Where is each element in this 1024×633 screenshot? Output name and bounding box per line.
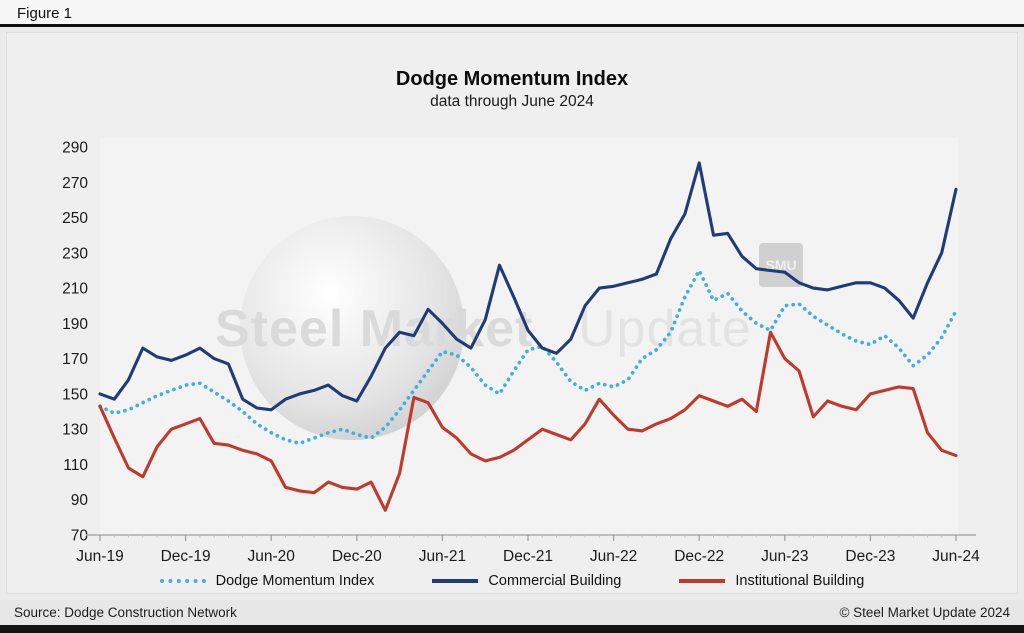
x-tick-label: Jun-22 — [590, 548, 637, 565]
x-tick-label: Dec-19 — [161, 548, 211, 565]
legend-label-institutional-building: Institutional Building — [735, 573, 865, 589]
x-tick-label: Jun-24 — [932, 548, 980, 565]
figure-header: Figure 1 — [0, 0, 1024, 27]
x-tick-label: Dec-21 — [503, 548, 553, 565]
chart-subtitle: data through June 2024 — [430, 93, 594, 110]
y-tick-label: 210 — [62, 281, 88, 298]
chart-legend: Dodge Momentum Index Commercial Building… — [0, 570, 1024, 592]
bottom-black-bar — [0, 625, 1024, 633]
x-tick-label: Jun-23 — [761, 548, 808, 565]
y-tick-label: 90 — [71, 492, 89, 509]
legend-item-commercial-building: Commercial Building — [432, 573, 621, 589]
legend-item-institutional-building: Institutional Building — [679, 573, 864, 589]
y-tick-label: 290 — [62, 140, 88, 157]
svg-text:SMU: SMU — [765, 257, 796, 273]
y-tick-label: 190 — [62, 316, 88, 333]
x-tick-label: Jun-19 — [76, 548, 123, 565]
chart-svg: Steel Market Update SMU 70 90 110 130 150 170… — [62, 138, 980, 565]
x-tick-label: Dec-22 — [674, 548, 724, 565]
legend-line-sample-institutional — [679, 579, 726, 583]
x-tick-label: Jun-21 — [419, 548, 466, 565]
legend-label-commercial-building: Commercial Building — [488, 573, 622, 589]
figure-footer: Source: Dodge Construction Network © Ste… — [0, 600, 1024, 625]
x-tick-label: Dec-20 — [332, 548, 382, 565]
y-tick-label: 70 — [71, 528, 89, 545]
y-tick-label: 250 — [62, 210, 88, 227]
watermark-text-bold: Steel Market — [215, 300, 533, 358]
x-tick-label: Dec-23 — [845, 548, 895, 565]
footer-source: Source: Dodge Construction Network — [14, 605, 237, 620]
chart-title-block: Dodge Momentum Index data through June 2… — [0, 68, 1024, 111]
legend-line-sample-dotted — [159, 579, 206, 583]
y-tick-label: 170 — [62, 351, 88, 368]
figure-label: Figure 1 — [17, 5, 73, 22]
watermark-text-light: Update — [578, 300, 752, 358]
x-tick-label: Jun-20 — [247, 548, 295, 565]
legend-item-dodge-momentum-index: Dodge Momentum Index — [159, 573, 375, 589]
y-tick-label: 130 — [62, 422, 88, 439]
footer-copyright: © Steel Market Update 2024 — [839, 605, 1010, 620]
y-tick-label: 110 — [63, 457, 88, 474]
legend-label-dodge-momentum-index: Dodge Momentum Index — [215, 573, 375, 589]
y-tick-label: 230 — [62, 245, 88, 262]
y-tick-label: 270 — [62, 175, 88, 192]
watermark-logo-circle — [240, 216, 464, 440]
series-line-commercial-building — [98, 161, 958, 412]
y-tick-label: 150 — [62, 386, 88, 403]
legend-line-sample-commercial — [432, 579, 479, 583]
chart-title: Dodge Momentum Index — [395, 68, 629, 90]
series-line-institutional-building — [98, 330, 958, 512]
